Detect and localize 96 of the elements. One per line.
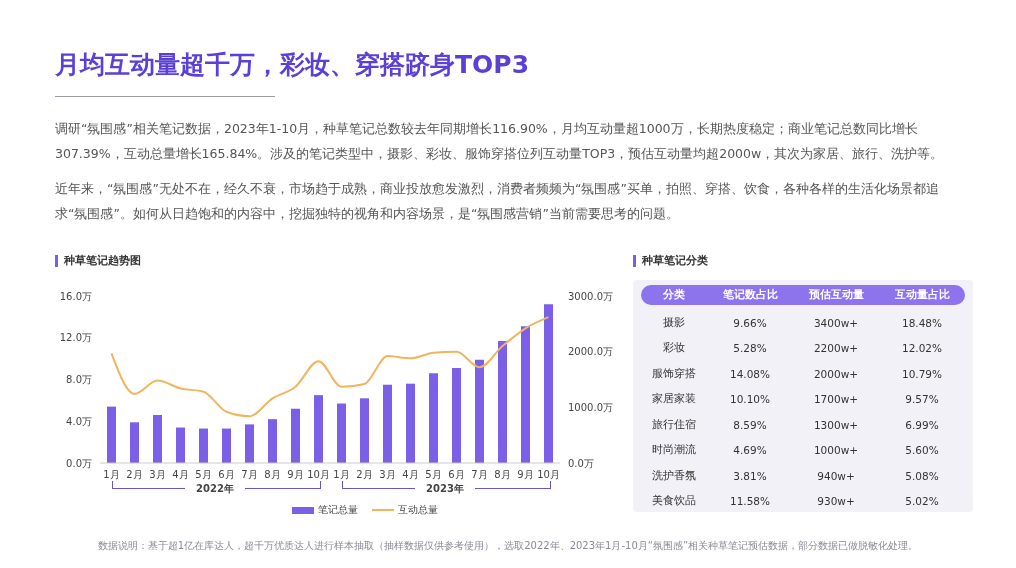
bar xyxy=(406,383,415,463)
bar xyxy=(383,384,392,463)
category-label: 旅行住宿 xyxy=(651,417,697,432)
category-label: 洗护香氛 xyxy=(651,468,697,483)
x-tick-label: 8月 xyxy=(494,469,511,481)
data-label: 940w+ xyxy=(816,469,856,482)
data-label: 5.60% xyxy=(904,444,940,456)
y-tick-label: 16.0万 xyxy=(59,290,92,302)
data-label: 9.66% xyxy=(732,316,768,329)
data-label: 10.10% xyxy=(728,393,771,405)
x-tick-label: 2月 xyxy=(126,469,143,481)
category-label: 时尚潮流 xyxy=(651,443,697,457)
x-tick-label: 1月 xyxy=(103,469,120,481)
text: 种草笔记分类 xyxy=(641,253,708,268)
legend-label: 笔记总量 xyxy=(317,503,358,517)
text: 调研“氛围感”相关笔记数据，2023年1-10月，种草笔记总数较去年同期增长116.90%，月均互动量超1000万，长期热度稳定；商业笔记总数同比增长307.39%，互动总量增长165.84%。涉及的笔记类型中，摄影、彩妆、服饰穿搭位列互动量TOP3，预估互动量均超2000w，其次为家居、旅行、洗护等。 xyxy=(55,120,945,163)
category-label: 家居家装 xyxy=(651,392,697,406)
data-label: 1300w+ xyxy=(812,418,860,431)
category-label: 美食饮品 xyxy=(651,494,697,508)
chart-title: 种草笔记趋势图 xyxy=(63,253,141,268)
bar xyxy=(176,427,185,463)
bar xyxy=(130,422,139,463)
series-label: 笔记数占比 xyxy=(721,288,779,302)
data-label: 6.99% xyxy=(904,418,940,431)
text: 互动量占比 xyxy=(893,288,951,302)
data-label: 930w+ xyxy=(816,495,856,507)
bar xyxy=(475,359,484,463)
bar xyxy=(153,414,162,463)
category-label: 彩妆 xyxy=(662,341,686,355)
data-label: 1000w+ xyxy=(812,444,860,456)
bar xyxy=(291,408,300,463)
data-label: 12.02% xyxy=(900,342,943,354)
y-tick-label: 12.0万 xyxy=(59,332,92,344)
text: 2022年 xyxy=(185,482,245,496)
x-tick-label: 4月 xyxy=(402,469,419,481)
y2-tick-label: 0.0万 xyxy=(568,457,594,469)
bar xyxy=(360,398,369,463)
category-label: 服饰穿搭 xyxy=(651,366,697,381)
y-tick-label: 0.0万 xyxy=(66,457,92,469)
data-label: 2000w+ xyxy=(812,367,860,380)
bar xyxy=(222,428,231,463)
category-label: 摄影 xyxy=(662,315,686,330)
text: 2023年 xyxy=(415,482,475,496)
x-tick-label: 4月 xyxy=(172,469,189,481)
data-label: 5.08% xyxy=(904,469,940,482)
bar xyxy=(429,373,438,463)
data-label: 3400w+ xyxy=(812,316,860,329)
text: 预估互动量 xyxy=(807,288,865,302)
text: 月均互动量超千万，彩妆、穿搭跻身TOP3 xyxy=(55,49,530,81)
text: 近年来，“氛围感”无处不在，经久不衰，市场趋于成熟，商业投放愈发激烈，消费者频频为“氛围感”买单，拍照、穿搭、饮食，各种各样的生活化场景都追求“氛围感”。如何从日趋饱和的内容中，挖掘独特的视角和内容场景，是“氛围感营销”当前需要思考的问题。 xyxy=(55,180,940,223)
x-tick-label: 6月 xyxy=(448,469,465,481)
text: 数据说明：基于超1亿在库达人，超千万优质达人进行样本抽取（抽样数据仅供参考使用），选取2022年、2023年1月-10月“氛围感”相关种草笔记预估数据，部分数据已做脱敏化处理。 xyxy=(96,539,920,553)
bar xyxy=(452,368,461,463)
y-tick-label: 4.0万 xyxy=(66,415,92,427)
x-tick-label: 9月 xyxy=(287,469,304,481)
x-tick-label: 8月 xyxy=(264,469,281,481)
x-tick-label: 7月 xyxy=(241,469,258,481)
data-label: 11.58% xyxy=(728,495,771,507)
bar xyxy=(268,419,277,463)
data-label: 9.57% xyxy=(904,393,940,405)
data-label: 5.28% xyxy=(732,342,768,354)
data-label: 5.02% xyxy=(904,495,940,507)
bar xyxy=(314,395,323,463)
data-label: 1700w+ xyxy=(812,393,860,405)
data-label: 10.79% xyxy=(900,367,943,380)
x-tick-label: 10月 xyxy=(307,469,330,481)
data-label: 14.08% xyxy=(728,367,771,380)
data-label: 18.48% xyxy=(900,316,943,329)
data-label: 8.59% xyxy=(732,418,768,431)
data-label: 2200w+ xyxy=(812,342,860,354)
bar xyxy=(245,424,254,463)
bar xyxy=(521,326,530,463)
data-label: 3.81% xyxy=(732,469,768,482)
text: 分类 xyxy=(662,288,686,302)
bar xyxy=(337,403,346,463)
x-tick-label: 3月 xyxy=(149,469,166,481)
x-tick-label: 1月 xyxy=(333,469,350,481)
x-tick-label: 9月 xyxy=(517,469,534,481)
x-tick-label: 3月 xyxy=(379,469,396,481)
x-tick-label: 6月 xyxy=(218,469,235,481)
legend-label: 互动总量 xyxy=(397,503,438,517)
x-tick-label: 2月 xyxy=(356,469,373,481)
x-tick-label: 10月 xyxy=(537,469,560,481)
y2-tick-label: 1000.0万 xyxy=(568,401,613,413)
bar xyxy=(199,428,208,463)
y2-tick-label: 2000.0万 xyxy=(568,346,613,358)
line-series xyxy=(110,316,550,418)
data-label: 4.69% xyxy=(732,444,768,456)
x-tick-label: 5月 xyxy=(195,469,212,481)
bar xyxy=(544,304,553,463)
x-tick-label: 7月 xyxy=(471,469,488,481)
y-tick-label: 8.0万 xyxy=(66,374,92,386)
bar xyxy=(498,340,507,463)
x-tick-label: 5月 xyxy=(425,469,442,481)
bar xyxy=(107,406,116,463)
y2-tick-label: 3000.0万 xyxy=(568,290,613,302)
